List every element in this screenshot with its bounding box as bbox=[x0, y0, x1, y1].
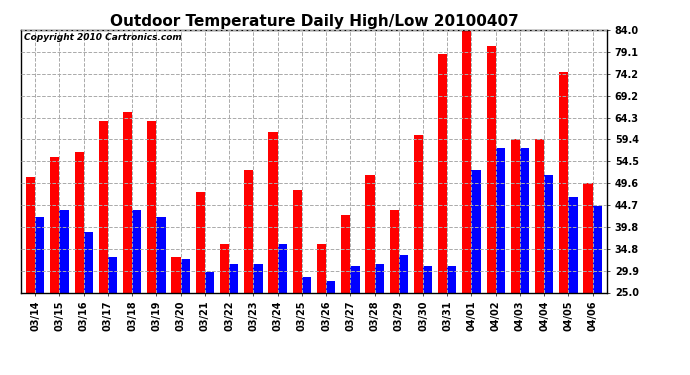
Bar bbox=[147, 121, 157, 292]
Bar bbox=[75, 152, 83, 292]
Bar bbox=[447, 266, 457, 292]
Bar bbox=[181, 259, 190, 292]
Bar bbox=[569, 197, 578, 292]
Bar bbox=[535, 139, 544, 292]
Bar bbox=[584, 183, 593, 292]
Bar bbox=[351, 266, 359, 292]
Bar bbox=[511, 139, 520, 292]
Bar bbox=[471, 170, 481, 292]
Bar bbox=[108, 257, 117, 292]
Bar bbox=[50, 157, 59, 292]
Bar bbox=[123, 112, 132, 292]
Bar bbox=[593, 206, 602, 292]
Bar bbox=[99, 121, 108, 292]
Bar bbox=[268, 132, 277, 292]
Bar bbox=[229, 264, 238, 292]
Bar bbox=[438, 54, 447, 292]
Bar bbox=[59, 210, 69, 292]
Bar bbox=[326, 281, 335, 292]
Bar bbox=[83, 232, 93, 292]
Bar bbox=[365, 175, 375, 292]
Bar bbox=[559, 72, 569, 292]
Title: Outdoor Temperature Daily High/Low 20100407: Outdoor Temperature Daily High/Low 20100… bbox=[110, 14, 518, 29]
Bar bbox=[423, 266, 432, 292]
Bar bbox=[341, 214, 351, 292]
Bar bbox=[302, 277, 311, 292]
Bar bbox=[26, 177, 35, 292]
Bar bbox=[35, 217, 44, 292]
Bar bbox=[205, 273, 214, 292]
Bar bbox=[390, 210, 399, 292]
Bar bbox=[462, 28, 471, 292]
Bar bbox=[495, 148, 505, 292]
Bar bbox=[399, 255, 408, 292]
Bar bbox=[414, 135, 423, 292]
Bar bbox=[317, 243, 326, 292]
Bar bbox=[157, 217, 166, 292]
Bar bbox=[375, 264, 384, 292]
Bar bbox=[293, 190, 302, 292]
Bar bbox=[220, 243, 229, 292]
Text: Copyright 2010 Cartronics.com: Copyright 2010 Cartronics.com bbox=[23, 33, 181, 42]
Bar bbox=[171, 257, 181, 292]
Bar bbox=[486, 46, 495, 292]
Bar bbox=[196, 192, 205, 292]
Bar bbox=[520, 148, 529, 292]
Bar bbox=[253, 264, 263, 292]
Bar bbox=[244, 170, 253, 292]
Bar bbox=[277, 243, 287, 292]
Bar bbox=[544, 175, 553, 292]
Bar bbox=[132, 210, 141, 292]
